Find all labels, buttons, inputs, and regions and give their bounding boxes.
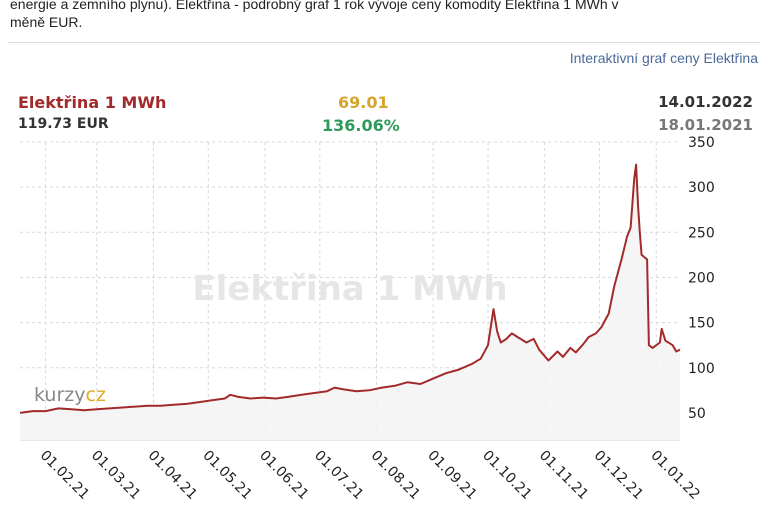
intro-line-2: měně EUR. [10,14,83,30]
x-tick-label: 01.03.21 [88,448,143,503]
chart-watermark: Elektřina 1 MWh [192,269,507,309]
x-tick-label: 01.05.21 [199,448,254,503]
x-tick-label: 01.08.21 [368,448,423,503]
x-tick-label: 01.06.21 [256,448,311,503]
x-tick-label: 01.10.21 [479,448,534,503]
current-price: 119.73 EUR [18,116,109,132]
x-tick-label: 01.07.21 [311,448,366,503]
kurzy-logo: kurzycz [34,384,106,406]
start-date: 18.01.2021 [658,116,753,134]
logo-accent: cz [85,384,106,406]
y-tick-label: 150 [688,316,715,332]
end-date: 14.01.2022 [658,93,753,111]
y-tick-label: 350 [688,135,715,151]
y-axis-ticks: 50 100 150 200 250 300 350 [688,135,715,422]
x-tick-label: 01.12.21 [591,448,646,503]
y-tick-label: 50 [688,406,706,422]
intro-line-1: energie a zemního plynu). Elektřina - po… [10,0,619,12]
x-tick-label: 01.01.22 [647,448,702,503]
price-change: 69.01 [338,93,389,112]
interactive-chart-link[interactable]: Interaktivní graf ceny Elektřina [569,50,758,66]
commodity-name: Elektřina 1 MWh [18,93,167,112]
y-tick-label: 100 [688,361,715,377]
y-tick-label: 250 [688,225,715,241]
y-tick-label: 200 [688,270,715,286]
x-tick-label: 01.04.21 [145,448,200,503]
x-tick-label: 01.02.21 [37,448,92,503]
price-line [19,163,681,414]
intro-text: energie a zemního plynu). Elektřina - po… [10,0,760,14]
y-tick-label: 300 [688,180,715,196]
price-area [20,164,680,440]
price-change-percent: 136.06% [322,116,400,135]
logo-main: kurzy [34,384,86,406]
x-tick-label: 01.09.21 [424,448,479,503]
divider [8,42,760,43]
x-tick-label: 01.11.21 [536,448,591,503]
